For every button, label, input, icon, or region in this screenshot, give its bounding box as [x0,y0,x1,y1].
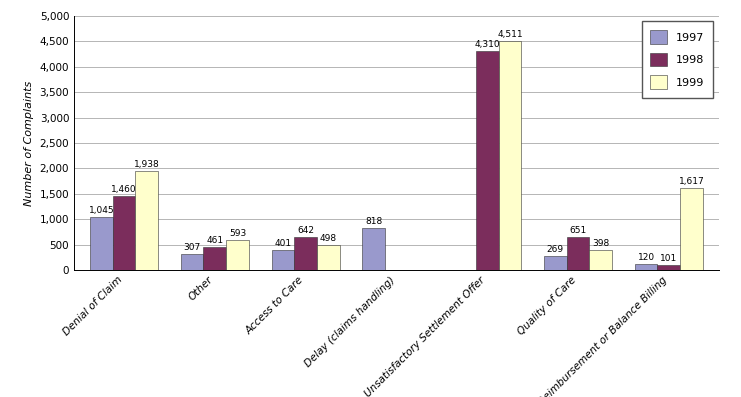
Text: 398: 398 [592,239,609,248]
Bar [362,228,385,270]
Text: 4,511: 4,511 [497,30,522,39]
Text: 498: 498 [320,233,337,243]
Bar [544,256,567,270]
Bar [90,217,113,270]
Text: 269: 269 [547,245,564,254]
Bar [181,254,204,270]
Text: 818: 818 [365,218,382,226]
Bar [226,240,249,270]
Bar [204,247,226,270]
Text: 642: 642 [297,226,314,235]
Bar [294,237,317,270]
Text: 4,310: 4,310 [474,40,500,49]
Text: 120: 120 [637,253,655,262]
Text: 401: 401 [274,239,291,248]
Text: 593: 593 [229,229,246,238]
Bar [272,250,294,270]
Text: 101: 101 [660,254,677,263]
Bar [499,41,521,270]
Bar [680,188,703,270]
Bar [476,51,499,270]
Bar [317,245,339,270]
Bar [567,237,589,270]
Text: 651: 651 [569,226,587,235]
Bar [589,250,612,270]
Legend: 1997, 1998, 1999: 1997, 1998, 1999 [642,21,714,98]
Bar [136,172,158,270]
Y-axis label: Number of Complaints: Number of Complaints [24,80,34,206]
Bar [657,265,680,270]
Text: 461: 461 [206,235,223,245]
Text: 1,938: 1,938 [134,160,159,170]
Bar [635,264,657,270]
Bar [113,196,136,270]
Text: 1,045: 1,045 [88,206,114,215]
Text: 1,460: 1,460 [111,185,137,194]
Text: 307: 307 [184,243,201,252]
Text: 1,617: 1,617 [679,177,705,186]
